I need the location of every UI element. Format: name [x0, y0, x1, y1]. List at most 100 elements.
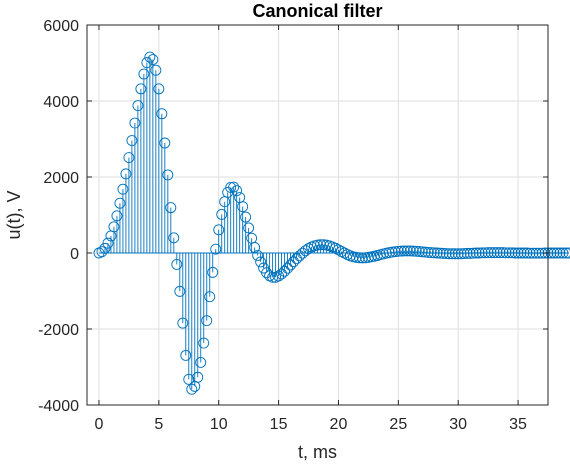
stem-marker	[404, 245, 416, 257]
stem-marker	[288, 256, 300, 268]
stem-marker	[285, 259, 297, 271]
stem-marker	[401, 245, 413, 257]
stem-marker	[195, 356, 207, 368]
stem-marker	[237, 201, 249, 213]
stem-marker	[446, 248, 458, 260]
x-tick-label: 0	[95, 416, 104, 433]
stem-marker	[231, 185, 243, 197]
stem-marker	[455, 248, 467, 260]
stem-marker	[120, 168, 132, 180]
stem-marker	[419, 246, 431, 258]
stem-marker	[249, 242, 261, 253]
y-axis-label: u(t), V	[4, 190, 24, 239]
stem-marker	[255, 256, 267, 268]
stem-marker	[410, 245, 422, 257]
y-tick-label: -2000	[38, 322, 79, 339]
stem-marker	[198, 337, 210, 349]
stem-marker	[458, 248, 470, 260]
stem-marker	[443, 248, 455, 260]
stem-marker	[111, 210, 123, 222]
stem-marker	[174, 285, 186, 297]
plot-frame	[86, 24, 549, 406]
y-tick-label: 2000	[43, 170, 79, 187]
stem-marker	[225, 181, 237, 193]
stem-marker	[398, 245, 410, 257]
stem-marker	[392, 245, 404, 257]
stem-marker	[210, 243, 222, 255]
stem-marker	[123, 152, 135, 164]
stem-marker	[177, 317, 189, 329]
stem-marker	[204, 291, 216, 303]
stem-marker	[102, 237, 114, 249]
stem-marker	[108, 221, 120, 233]
y-tick-label: -4000	[38, 398, 79, 415]
stem-marker	[386, 246, 398, 258]
stem-marker	[141, 57, 153, 69]
stem-marker	[165, 202, 177, 214]
stem-marker	[162, 169, 174, 181]
stem-marker	[192, 371, 204, 383]
stem-marker	[350, 251, 362, 263]
stem-marker	[114, 197, 126, 209]
stem-marker	[452, 248, 464, 260]
stem-marker	[183, 373, 195, 385]
stem-marker	[333, 244, 344, 256]
stem-marker	[117, 183, 129, 195]
data-markers	[93, 51, 570, 395]
stem-marker	[96, 246, 108, 258]
stem-marker	[144, 51, 156, 63]
stem-marker	[150, 64, 162, 76]
stem-marker	[279, 265, 291, 277]
x-tick-label: 15	[270, 416, 288, 433]
x-tick-label: 10	[210, 416, 228, 433]
stem-marker	[312, 239, 323, 251]
x-axis-ticks: 0 5 10 15 20 25 30 35	[95, 25, 527, 433]
stem-marker	[180, 349, 192, 361]
stem-marker	[201, 315, 213, 327]
stem-marker	[171, 258, 183, 270]
stem-marker	[168, 232, 180, 244]
stem-marker	[126, 135, 138, 146]
stem-marker	[395, 245, 407, 257]
x-tick-label: 5	[154, 416, 163, 433]
stem-marker	[138, 68, 150, 80]
stem-marker	[407, 245, 419, 257]
y-tick-label: 0	[70, 246, 79, 263]
stem-marker	[213, 224, 225, 236]
stem-marker	[129, 117, 141, 129]
stem-marker	[147, 54, 159, 66]
stem-marker	[132, 100, 144, 112]
x-tick-label: 25	[389, 416, 407, 433]
x-tick-label: 35	[509, 416, 527, 433]
x-tick-label: 20	[330, 416, 348, 433]
stem-marker	[243, 222, 255, 234]
stem-marker	[449, 248, 461, 260]
stem-marker	[282, 262, 294, 274]
stem-marker	[159, 137, 171, 149]
stem-marker	[315, 239, 326, 251]
y-tick-label: 4000	[43, 94, 79, 111]
stem-marker	[207, 266, 219, 278]
stem-marker	[440, 248, 452, 260]
stem-marker	[416, 246, 428, 258]
stem-marker	[252, 250, 264, 261]
chart-title: Canonical filter	[252, 1, 382, 21]
stem-marker	[300, 245, 311, 257]
y-tick-label: 6000	[43, 18, 79, 35]
stem-marker	[240, 211, 252, 223]
stem-marker	[276, 268, 288, 280]
stem-marker	[186, 383, 198, 395]
stem-marker	[216, 208, 228, 220]
stem-marker	[135, 83, 147, 95]
x-tick-label: 30	[449, 416, 467, 433]
x-axis-label: t, ms	[298, 442, 337, 462]
stem-marker	[153, 83, 165, 95]
stem-marker	[413, 246, 425, 257]
stem-marker	[422, 246, 434, 258]
stem-marker	[228, 181, 240, 193]
stem-marker	[156, 108, 168, 120]
stem-marker	[291, 253, 302, 265]
y-axis-ticks: -4000 -2000 0 2000 4000 6000	[38, 18, 548, 415]
stem-marker	[389, 246, 401, 258]
